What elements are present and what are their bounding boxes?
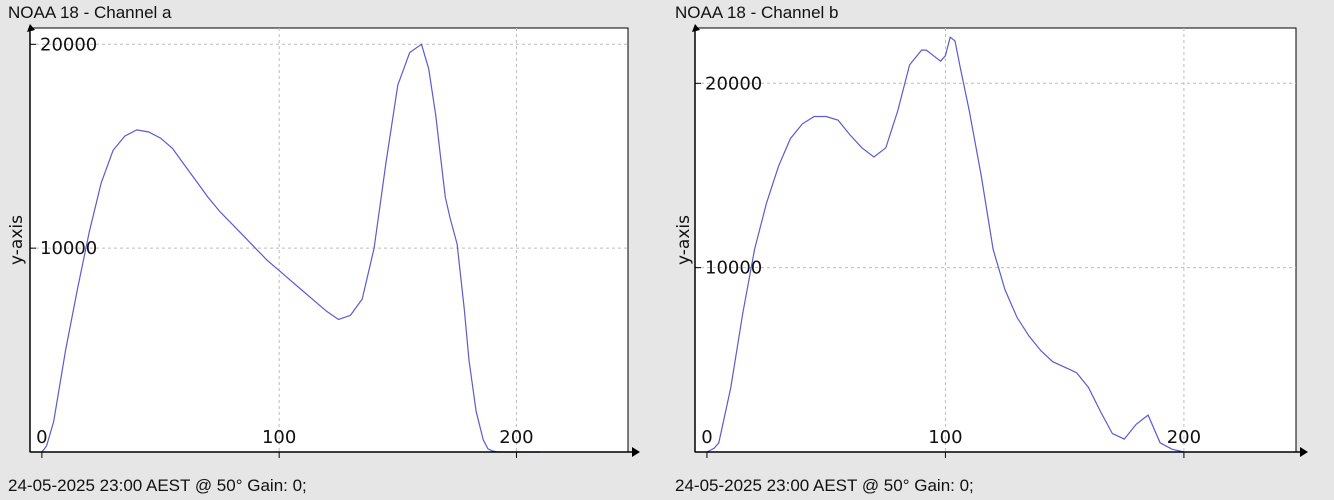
chart-footer: 24-05-2025 23:00 AEST @ 50° Gain: 0; (8, 476, 307, 495)
x-tick-label: 0 (36, 427, 47, 448)
chart-footer: 24-05-2025 23:00 AEST @ 50° Gain: 0; (675, 476, 974, 495)
y-axis-arrow (27, 24, 35, 32)
y-axis-label: y-axis (7, 215, 27, 265)
y-tick-label: 20000 (705, 73, 762, 94)
y-axis-label: y-axis (674, 215, 694, 265)
y-axis-arrow (692, 24, 700, 32)
series-line (706, 36, 1185, 453)
series-line (41, 43, 541, 453)
x-tick-label: 200 (499, 427, 533, 448)
chart-panel-b: NOAA 18 - Channel b 0 100 200 10000 20000 y-a… (667, 0, 1334, 500)
chart-panel-a: NOAA 18 - Channel a 0 100 200 10000 20000 y-a… (7, 3, 640, 495)
plot-area (29, 27, 629, 453)
plot-area (694, 27, 1297, 453)
chart-plot-b: 0 100 200 10000 20000 y-axis (674, 24, 1308, 458)
x-tick-label: 100 (928, 427, 962, 448)
x-axis-arrow (632, 447, 640, 457)
chart-plot-a: 0 100 200 10000 20000 y-axis (7, 24, 640, 458)
y-tick-label: 20000 (40, 34, 97, 55)
chart-title: NOAA 18 - Channel a (8, 3, 172, 22)
y-tick-label: 10000 (40, 238, 97, 259)
x-tick-label: 100 (262, 427, 296, 448)
y-tick-label: 10000 (705, 258, 762, 279)
x-tick-label: 200 (1167, 427, 1201, 448)
chart-title: NOAA 18 - Channel b (675, 3, 839, 22)
x-axis-arrow (1300, 447, 1308, 457)
x-tick-label: 0 (701, 427, 712, 448)
